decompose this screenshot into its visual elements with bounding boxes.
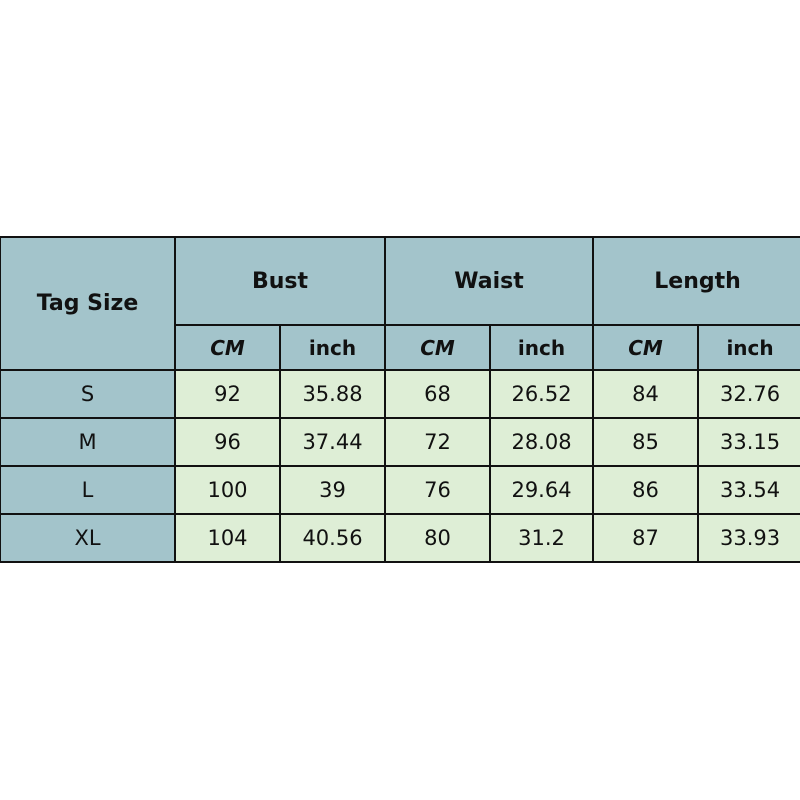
value-cell: 100 <box>174 465 281 515</box>
value-cell: 76 <box>384 465 492 515</box>
table-row: L 100 39 76 29.64 86 33.54 <box>0 465 800 515</box>
tag-size-header: Tag Size <box>0 236 176 371</box>
value-cell: 72 <box>384 417 492 467</box>
value-cell: 87 <box>592 513 700 563</box>
value-cell: 96 <box>174 417 281 467</box>
value-cell: 32.76 <box>697 369 800 419</box>
value-cell: 85 <box>592 417 700 467</box>
value-cell: 37.44 <box>278 417 387 467</box>
size-cell: S <box>0 369 176 419</box>
value-cell: 26.52 <box>489 369 595 419</box>
value-cell: 92 <box>174 369 281 419</box>
value-cell: 33.15 <box>697 417 800 467</box>
length-header: Length <box>592 236 800 326</box>
value-cell: 28.08 <box>489 417 595 467</box>
value-cell: 84 <box>592 369 700 419</box>
value-cell: 33.54 <box>697 465 800 515</box>
table-row: M 96 37.44 72 28.08 85 33.15 <box>0 417 800 467</box>
unit-header: CM <box>174 324 281 371</box>
value-cell: 35.88 <box>278 369 387 419</box>
table-row: XL 104 40.56 80 31.2 87 33.93 <box>0 513 800 563</box>
value-cell: 33.93 <box>697 513 800 563</box>
size-cell: L <box>0 465 176 515</box>
size-cell: M <box>0 417 176 467</box>
value-cell: 31.2 <box>489 513 595 563</box>
size-cell: XL <box>0 513 176 563</box>
value-cell: 104 <box>174 513 281 563</box>
unit-header: inch <box>697 324 800 371</box>
value-cell: 39 <box>278 465 387 515</box>
unit-header: inch <box>278 324 387 371</box>
unit-header: inch <box>489 324 595 371</box>
size-chart-table: Tag Size Bust Waist Length CM inch CM in… <box>0 236 800 563</box>
value-cell: 68 <box>384 369 492 419</box>
unit-header: CM <box>384 324 492 371</box>
value-cell: 86 <box>592 465 700 515</box>
unit-header: CM <box>592 324 700 371</box>
value-cell: 80 <box>384 513 492 563</box>
waist-header: Waist <box>384 236 595 326</box>
table-row: S 92 35.88 68 26.52 84 32.76 <box>0 369 800 419</box>
bust-header: Bust <box>173 236 387 326</box>
value-cell: 29.64 <box>489 465 595 515</box>
value-cell: 40.56 <box>278 513 387 563</box>
